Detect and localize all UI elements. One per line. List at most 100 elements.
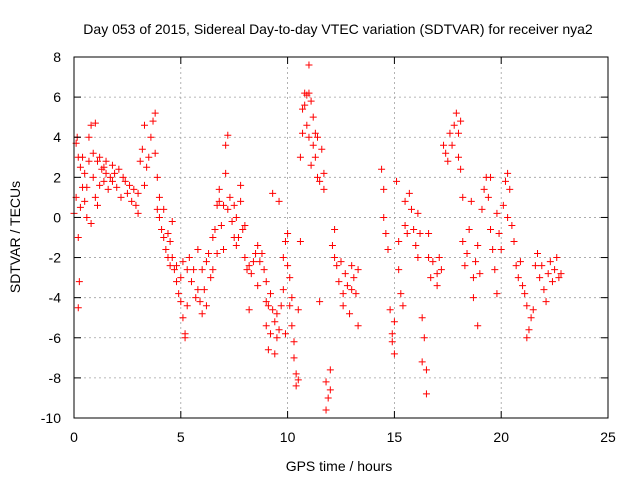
data-point — [254, 282, 262, 290]
data-point — [527, 314, 535, 322]
data-point — [281, 238, 289, 246]
data-point — [183, 266, 191, 274]
data-point — [333, 262, 341, 270]
data-point — [245, 262, 253, 270]
data-point — [243, 266, 251, 274]
data-point — [108, 161, 116, 169]
data-point — [264, 302, 272, 310]
data-point — [209, 266, 217, 274]
data-point — [262, 298, 270, 306]
x-tick-label: 15 — [387, 429, 403, 445]
data-point — [390, 318, 398, 326]
data-point — [303, 121, 311, 129]
data-point — [508, 221, 516, 229]
data-point — [93, 157, 101, 165]
data-point — [322, 406, 330, 414]
data-point — [339, 290, 347, 298]
data-point — [497, 246, 505, 254]
data-point — [136, 157, 144, 165]
data-point — [463, 250, 471, 258]
data-point — [474, 322, 482, 330]
data-point — [324, 394, 332, 402]
data-point — [514, 274, 522, 282]
data-point — [299, 129, 307, 137]
data-point — [85, 157, 93, 165]
data-point — [309, 141, 317, 149]
data-point — [190, 266, 198, 274]
data-point — [149, 117, 157, 125]
data-point — [275, 197, 283, 205]
data-point — [220, 201, 228, 209]
x-tick-label: 10 — [280, 429, 296, 445]
data-point — [534, 250, 542, 258]
data-points — [70, 61, 565, 414]
data-point — [187, 278, 195, 286]
data-point — [202, 302, 210, 310]
data-point — [516, 258, 524, 266]
data-point — [207, 274, 215, 282]
data-point — [85, 133, 93, 141]
data-point — [557, 270, 565, 278]
data-point — [314, 133, 322, 141]
data-point — [234, 234, 242, 241]
data-point — [425, 229, 433, 237]
data-point — [542, 298, 550, 306]
data-point — [401, 221, 409, 229]
grid-lines — [74, 57, 608, 418]
data-point — [307, 161, 315, 169]
data-point — [286, 302, 294, 310]
y-tick-label: 6 — [53, 89, 61, 105]
data-point — [173, 262, 181, 270]
data-point — [307, 97, 315, 105]
data-point — [499, 201, 507, 209]
data-point — [348, 286, 356, 294]
data-point — [450, 121, 458, 129]
data-point — [166, 262, 174, 270]
data-point — [292, 370, 300, 378]
data-point — [326, 366, 334, 374]
data-point — [454, 153, 462, 161]
data-point — [521, 290, 529, 298]
data-point — [433, 270, 441, 278]
data-point — [179, 314, 187, 322]
data-point — [147, 133, 155, 141]
data-point — [83, 183, 91, 191]
data-point — [299, 105, 307, 113]
data-point — [181, 334, 189, 342]
data-point — [429, 258, 437, 266]
data-point — [448, 141, 456, 149]
data-point — [305, 89, 313, 97]
data-point — [273, 334, 281, 342]
data-point — [222, 169, 230, 177]
data-point — [388, 338, 396, 346]
data-point — [506, 185, 514, 193]
data-point — [179, 258, 187, 266]
data-point — [339, 302, 347, 310]
data-point — [440, 141, 448, 149]
data-point — [489, 246, 497, 254]
data-point — [183, 302, 191, 310]
data-point — [425, 254, 433, 262]
x-tick-label: 5 — [177, 429, 185, 445]
data-point — [81, 197, 89, 205]
data-point — [510, 238, 518, 246]
data-point — [459, 238, 467, 246]
data-point — [382, 229, 390, 237]
data-point — [422, 390, 430, 398]
data-point — [173, 278, 181, 286]
data-point — [354, 322, 362, 330]
data-point — [145, 153, 153, 161]
data-point — [380, 213, 388, 221]
data-point — [348, 262, 356, 270]
data-point — [202, 258, 210, 266]
data-point — [536, 274, 544, 282]
data-point — [544, 270, 552, 278]
data-point — [305, 61, 313, 69]
data-point — [192, 294, 200, 302]
data-point — [288, 294, 296, 302]
data-point — [414, 254, 422, 262]
data-point — [96, 153, 104, 161]
data-point — [121, 177, 129, 185]
data-point — [465, 225, 473, 233]
